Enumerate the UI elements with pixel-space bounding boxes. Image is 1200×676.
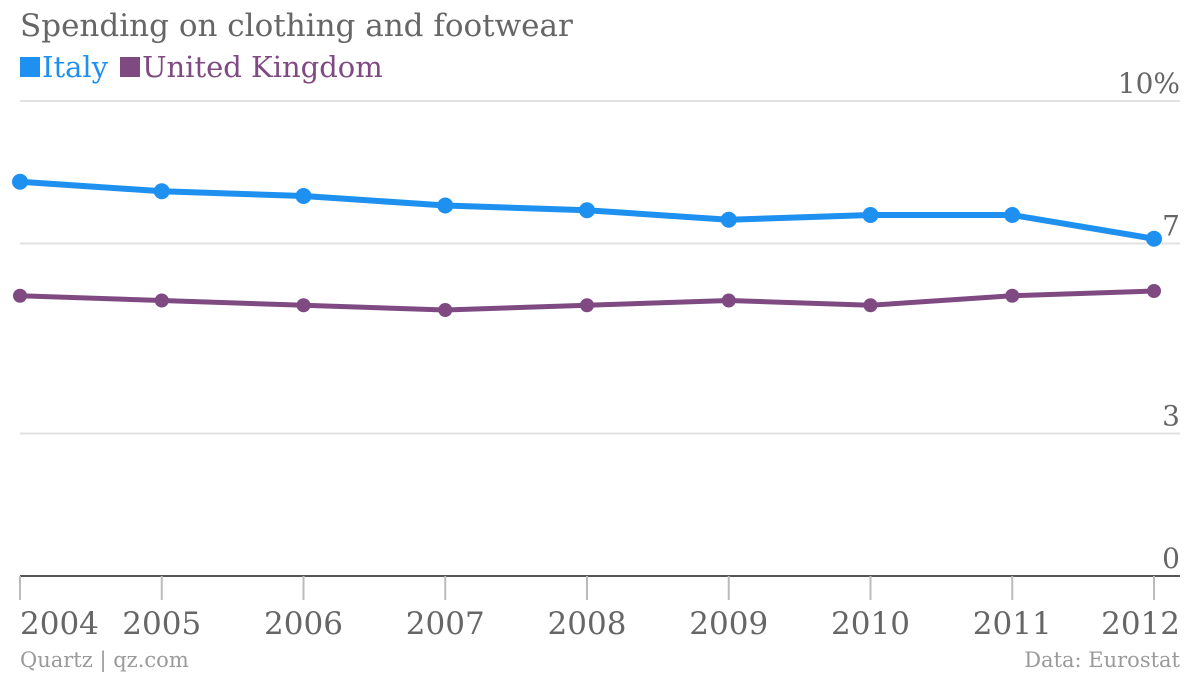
data-point-italy bbox=[1146, 230, 1162, 247]
data-point-italy bbox=[437, 197, 454, 214]
legend-swatch-italy bbox=[20, 57, 40, 77]
footer-source: Data: Eurostat bbox=[1024, 648, 1180, 672]
data-point-uk bbox=[13, 288, 27, 303]
data-point-uk bbox=[580, 298, 594, 313]
legend-label-italy: Italy bbox=[42, 50, 109, 84]
x-tick-label: 2007 bbox=[406, 606, 485, 642]
x-tick-label: 2004 bbox=[20, 606, 99, 642]
data-point-uk bbox=[863, 298, 878, 313]
data-point-italy bbox=[1004, 207, 1021, 223]
legend-item-uk: United Kingdom bbox=[120, 50, 383, 84]
data-point-uk bbox=[438, 303, 453, 317]
x-tick-label: 2009 bbox=[689, 606, 768, 642]
x-tick-label: 2011 bbox=[973, 606, 1052, 642]
data-point-uk bbox=[154, 293, 169, 308]
y-tick-label: 7 bbox=[1162, 210, 1180, 243]
x-tick-label: 2010 bbox=[831, 606, 910, 642]
data-point-italy bbox=[12, 173, 28, 190]
x-tick-label: 2006 bbox=[264, 606, 343, 642]
data-point-uk bbox=[1005, 288, 1020, 303]
x-tick-label: 2012 bbox=[1101, 606, 1180, 642]
legend-item-italy: Italy bbox=[20, 50, 108, 84]
data-point-italy bbox=[295, 188, 312, 204]
legend: Italy United Kingdom bbox=[20, 50, 383, 84]
footer-credit: Quartz | qz.com bbox=[20, 648, 189, 672]
data-point-uk bbox=[721, 293, 736, 308]
data-point-italy bbox=[153, 183, 170, 200]
y-tick-label: 3 bbox=[1162, 400, 1180, 433]
y-tick-label: 0 bbox=[1162, 542, 1180, 575]
x-tick-label: 2008 bbox=[548, 606, 627, 642]
data-point-italy bbox=[862, 207, 879, 223]
legend-swatch-uk bbox=[120, 57, 141, 77]
legend-label-uk: United Kingdom bbox=[142, 50, 383, 84]
data-point-uk bbox=[1147, 284, 1161, 298]
data-point-uk bbox=[296, 298, 311, 313]
chart-title: Spending on clothing and footwear bbox=[20, 8, 573, 44]
data-point-italy bbox=[579, 202, 595, 219]
y-tick-label: 10% bbox=[1118, 67, 1180, 100]
data-point-italy bbox=[720, 211, 737, 228]
x-tick-label: 2005 bbox=[122, 606, 201, 642]
